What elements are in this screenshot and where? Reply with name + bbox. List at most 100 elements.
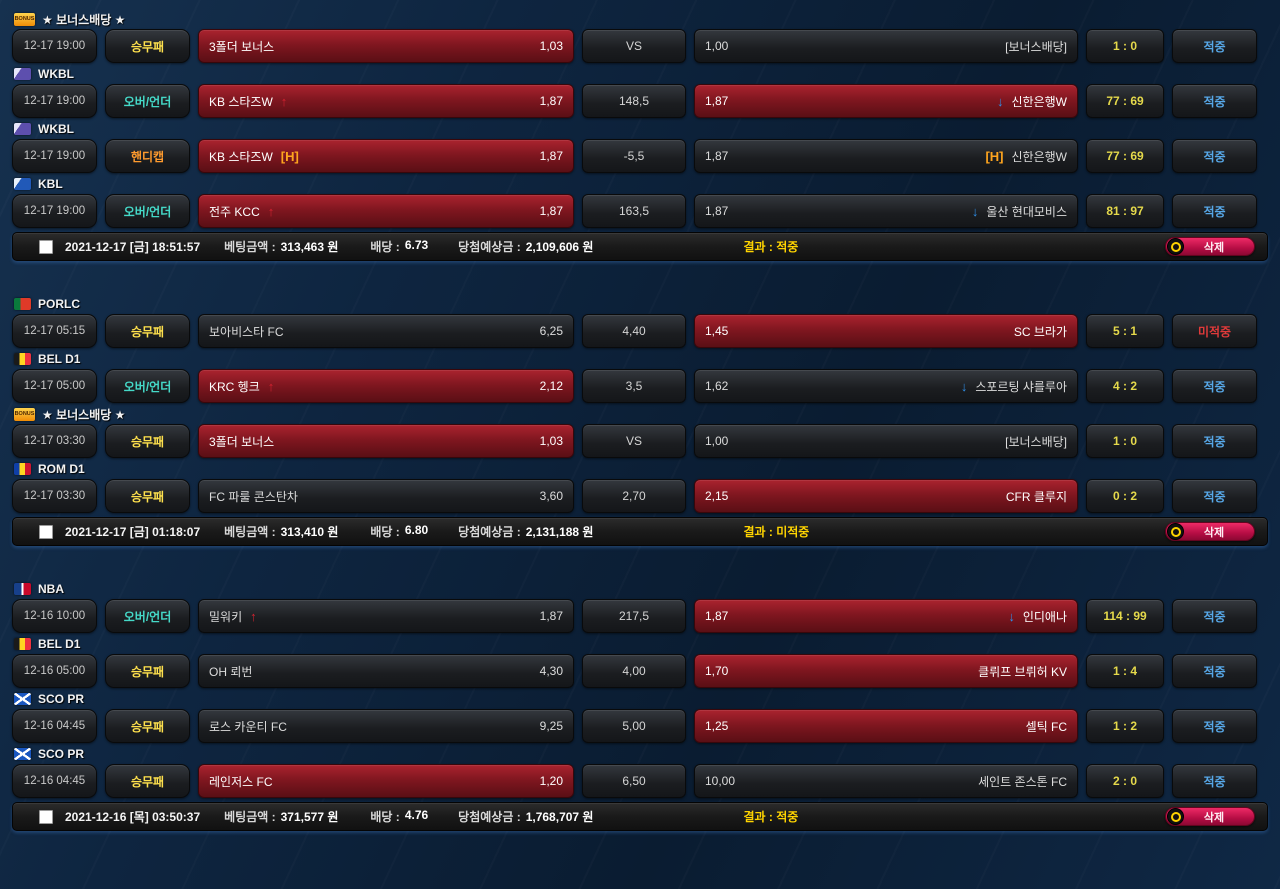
match-time: 12-16 10:00 [12,599,97,633]
bet-type: 오버/언더 [105,599,190,633]
slip-result: 결과 : 미적중 [743,525,810,539]
up-arrow-icon: ↑ [250,608,257,624]
home-team: 레인저스 FC [209,773,273,790]
away-team-name: [보너스배당] [1005,39,1067,54]
match-time: 12-17 05:15 [12,314,97,348]
away-pick: 1,45 SC 브라가 [694,314,1078,348]
away-team-name: 인디애나 [1022,609,1067,624]
select-checkbox[interactable] [39,239,53,254]
home-odds: 2,12 [539,379,563,393]
slip-datetime: 2021-12-16 [목] 03:50:37 [65,810,201,824]
line-value: 6,50 [582,764,686,798]
away-odds: 1,45 [705,324,729,338]
away-pick: 1,62 ↓ 스포르팅 샤를루아 [694,369,1078,403]
bet-group: NBA 12-16 10:00 오버/언더 밀워키 ↑ 1,87 217,5 1,87 ↓ 인디애… [12,582,1268,831]
league-name: ★ 보너스배당 ★ [42,407,126,422]
slip-datetime: 2021-12-17 [금] 18:51:57 [65,240,201,254]
delete-button[interactable]: 삭제 [1165,237,1255,256]
total-odds-value: 6.80 [404,523,429,537]
home-pick: 보아비스타 FC 6,25 [198,314,574,348]
away-team: [H] 신한은행W [985,148,1067,165]
away-team: 셀틱 FC [1026,718,1067,735]
home-odds: 1,87 [539,609,563,623]
away-pick: 1,87 [H] 신한은행W [694,139,1078,173]
league-name: BEL D1 [38,352,81,366]
home-odds: 3,60 [539,489,563,503]
away-team: SC 브라가 [1014,323,1067,340]
delete-button[interactable]: 삭제 [1165,522,1255,541]
home-team-name: OH 뢰번 [209,664,253,679]
bet-type: 승무패 [105,654,190,688]
home-team: OH 뢰번 [209,663,252,680]
sco-league-icon [14,748,31,760]
away-team-name: 스포르팅 샤를루아 [975,379,1067,394]
expected-win-label: 당첨예상금 : [458,240,521,254]
home-odds: 6,25 [539,324,563,338]
expected-win-label: 당첨예상금 : [458,810,521,824]
league-name: PORLC [38,297,80,311]
line-value: VS [582,29,686,63]
away-pick: 2,15 CFR 클루지 [694,479,1078,513]
score-box: 0 : 2 [1086,479,1164,513]
delete-button[interactable]: 삭제 [1165,807,1255,826]
total-odds-value: 6.73 [404,238,429,252]
away-pick: 1,70 클뤼프 브뤼허 KV [694,654,1078,688]
select-checkbox[interactable] [39,524,53,539]
home-pick: KRC 헹크 ↑ 2,12 [198,369,574,403]
score-box: 1 : 4 [1086,654,1164,688]
score-box: 5 : 1 [1086,314,1164,348]
away-odds: 1,87 [705,94,729,108]
away-team: 클뤼프 브뤼허 KV [978,663,1067,680]
match-time: 12-16 05:00 [12,654,97,688]
bet-row: 12-17 05:00 오버/언더 KRC 헹크 ↑ 2,12 3,5 1,62 ↓ 스포르팅 … [12,369,1268,403]
home-team: 3폴더 보너스 [209,433,274,450]
bet-row: 12-17 19:00 핸디캡 KB 스타즈W [H] 1,87 -5,5 1,87 [H] 신… [12,139,1268,173]
home-pick: FC 파룰 콘스탄차 3,60 [198,479,574,513]
away-pick: 1,87 ↓ 신한은행W [694,84,1078,118]
away-team-name: 셀틱 FC [1025,719,1067,734]
home-team: FC 파룰 콘스탄차 [209,488,298,505]
away-odds: 10,00 [705,774,736,788]
match-time: 12-17 19:00 [12,84,97,118]
league-name: WKBL [38,67,74,81]
home-team-name: 로스 카운티 FC [209,719,287,734]
bet-type: 승무패 [105,424,190,458]
match-time: 12-17 03:30 [12,479,97,513]
home-team-name: 보아비스타 FC [209,324,284,339]
line-value: 217,5 [582,599,686,633]
home-team-name: 3폴더 보너스 [209,39,275,54]
home-team-name: KB 스타즈W [209,149,273,164]
result-badge: 적중 [1172,599,1257,633]
select-checkbox[interactable] [39,809,53,824]
result-badge: 적중 [1172,369,1257,403]
league-header: BONUS ★ 보너스배당 ★ [14,12,1268,27]
away-team-name: 신한은행W [1011,149,1068,164]
away-team-name: 신한은행W [1011,94,1068,109]
bet-type: 핸디캡 [105,139,190,173]
home-pick: 레인저스 FC 1,20 [198,764,574,798]
home-team-name: 밀워키 [209,609,243,624]
league-name: ROM D1 [38,462,85,476]
bet-type: 승무패 [105,314,190,348]
bet-type: 승무패 [105,29,190,63]
score-box: 114 : 99 [1086,599,1164,633]
score-box: 1 : 2 [1086,709,1164,743]
bet-group: BONUS ★ 보너스배당 ★ 12-17 19:00 승무패 3폴더 보너스 1,03 V… [12,12,1268,261]
away-team-name: CFR 클루지 [1005,489,1067,504]
away-odds: 1,00 [705,434,729,448]
expected-win: 당첨예상금 : 2,131,188 원 [458,523,593,540]
away-odds: 1,00 [705,39,729,53]
total-odds: 배당 : 4.76 [370,808,428,825]
league-header: BEL D1 [14,637,1268,651]
result-badge: 적중 [1172,139,1257,173]
bet-row: 12-17 19:00 오버/언더 KB 스타즈W ↑ 1,87 148,5 1,87 ↓ 신한… [12,84,1268,118]
league-header: SCO PR [14,692,1268,706]
score-box: 2 : 0 [1086,764,1164,798]
down-arrow-icon: ↓ [960,378,968,394]
line-value: 4,00 [582,654,686,688]
away-team: CFR 클루지 [1006,488,1067,505]
total-odds: 배당 : 6.80 [370,523,428,540]
target-icon [1167,808,1184,825]
result-badge: 적중 [1172,29,1257,63]
away-team-name: 세인트 존스톤 FC [978,774,1067,789]
